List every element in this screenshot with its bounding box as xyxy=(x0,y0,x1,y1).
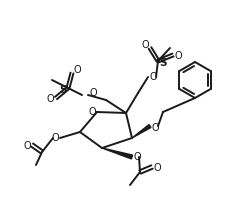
Text: O: O xyxy=(141,40,149,50)
Polygon shape xyxy=(102,148,133,159)
Polygon shape xyxy=(132,125,151,138)
Text: O: O xyxy=(88,107,96,117)
Text: O: O xyxy=(73,65,81,75)
Text: O: O xyxy=(149,72,157,82)
Text: O: O xyxy=(89,88,97,98)
Text: O: O xyxy=(151,123,159,133)
Text: O: O xyxy=(51,133,59,143)
Text: O: O xyxy=(46,94,54,104)
Text: S: S xyxy=(59,85,67,95)
Text: O: O xyxy=(133,152,141,162)
Text: O: O xyxy=(174,51,182,61)
Text: O: O xyxy=(153,163,161,173)
Text: S: S xyxy=(159,58,167,68)
Text: O: O xyxy=(23,141,31,151)
